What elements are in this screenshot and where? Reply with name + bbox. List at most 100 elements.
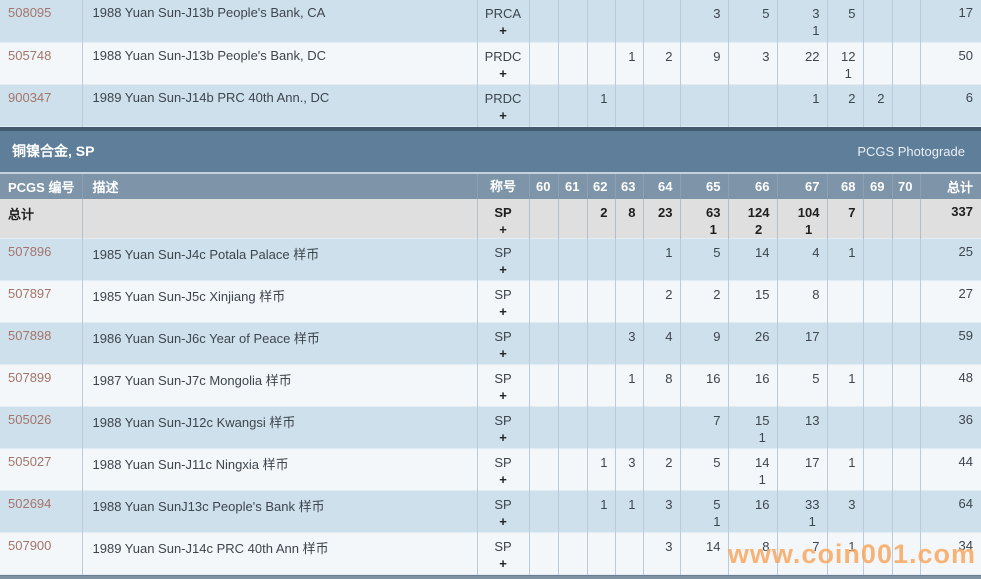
designation-plus-label: +: [499, 65, 507, 81]
grade-65-count-cell: 2: [679, 280, 728, 322]
column-header-grade-67: 67: [776, 173, 827, 199]
grade-68-count-cell: [826, 406, 863, 448]
row-total-cell: 27: [919, 280, 981, 322]
section-divider: [0, 126, 981, 131]
grade-67-count-cell: 8: [776, 280, 827, 322]
grade-69-count-cell: [862, 364, 892, 406]
grade-63-count-cell: 1: [614, 42, 643, 84]
pcgs-number-cell: 505027: [0, 448, 82, 490]
pcgs-number-cell: 900347: [0, 84, 82, 126]
grade-69-count-cell: [862, 406, 892, 448]
designation-label: PRDC: [484, 48, 522, 64]
row-total-cell: 44: [919, 448, 981, 490]
pcgs-number-link[interactable]: 508095: [8, 5, 52, 20]
designation-label: SP: [494, 244, 512, 260]
coin-description: 1985 Yuan Sun-J5c Xinjiang 样币: [81, 280, 477, 322]
grade-64-count-cell: 4: [642, 322, 680, 364]
grade-63-count-cell: [614, 280, 643, 322]
grade-65-count-cell: 9: [679, 42, 728, 84]
coin-description: 1985 Yuan Sun-J4c Potala Palace 样币: [81, 238, 477, 280]
grade-68-count-cell: 1: [826, 238, 863, 280]
pcgs-number-link[interactable]: 505026: [8, 411, 52, 427]
grade-63-count-cell: 1: [614, 490, 643, 532]
photograde-link[interactable]: PCGS Photograde: [857, 143, 965, 159]
column-header-grade-69: 69: [862, 173, 892, 199]
pcgs-number-cell: 507897: [0, 280, 82, 322]
designation-cell: SP +: [476, 490, 529, 532]
pcgs-number-cell: 505748: [0, 42, 82, 84]
column-header-grade-60: 60: [528, 173, 558, 199]
coin-description: 1988 Yuan SunJ13c People's Bank 样币: [81, 490, 477, 532]
grade-69-count-cell: [862, 0, 892, 42]
section-header-bar: 铜镍合金, SP PCGS Photograde: [0, 130, 981, 174]
designation-plus-label: +: [499, 345, 507, 361]
grade-62-count-cell: [586, 0, 615, 42]
grade-70-count-cell: [891, 42, 920, 84]
pcgs-number-link[interactable]: 507896: [8, 243, 52, 259]
grade-61-count-cell: [557, 280, 587, 322]
designation-cell: SP +: [476, 238, 529, 280]
grade-62-count-cell: 1: [586, 448, 615, 490]
grade-63-count-cell: 3: [614, 448, 643, 490]
grade-64-count-cell: 3: [642, 490, 680, 532]
pcgs-number-link[interactable]: 507899: [8, 369, 52, 385]
grade-70-count-cell: [891, 280, 920, 322]
pcgs-number-link[interactable]: 505748: [8, 47, 52, 63]
grade-68-count-cell: 1: [826, 448, 863, 490]
designation-label: PRDC: [484, 90, 522, 106]
grade-68-count-cell: [826, 322, 863, 364]
pop-table-row: 507898 1986 Yuan Sun-J6c Year of Peace 样币…: [0, 322, 981, 364]
grade-69-count-cell: [862, 532, 892, 574]
pcgs-number-cell: 507896: [0, 238, 82, 280]
designation-label: SP: [494, 412, 512, 428]
grade-62-count-cell: 2: [586, 198, 615, 238]
column-header-grade-64: 64: [642, 173, 680, 199]
grade-68-count-cell: 1: [826, 364, 863, 406]
designation-cell: SP +: [476, 198, 529, 238]
pcgs-number-link[interactable]: 507897: [8, 285, 52, 301]
grade-66-count-cell: 15: [727, 280, 777, 322]
grade-64-count-cell: 2: [642, 280, 680, 322]
grade-63-count-cell: [614, 84, 643, 126]
grade-64-count-cell: [642, 406, 680, 448]
designation-label: PRCA: [484, 6, 522, 21]
grade-63-count-cell: 1: [614, 364, 643, 406]
pcgs-number-link[interactable]: 900347: [8, 89, 52, 105]
grade-69-count-cell: [862, 490, 892, 532]
grade-60-count-cell: [528, 198, 558, 238]
grade-66-count-cell: 26: [727, 322, 777, 364]
grade-62-count-cell: [586, 532, 615, 574]
grade-65-count-cell: 7: [679, 406, 728, 448]
pcgs-number-link[interactable]: 507898: [8, 327, 52, 343]
grade-62-count-cell: [586, 280, 615, 322]
grade-63-count-cell: [614, 532, 643, 574]
grade-70-count-cell: [891, 448, 920, 490]
pop-table-row: 507897 1985 Yuan Sun-J5c Xinjiang 样币 SP +2 2…: [0, 280, 981, 322]
designation-cell: SP +: [476, 532, 529, 574]
pcgs-number-link[interactable]: 505027: [8, 453, 52, 469]
grade-69-count-cell: [862, 42, 892, 84]
grade-61-count-cell: [557, 532, 587, 574]
grade-63-count-cell: [614, 238, 643, 280]
coin-description: 1987 Yuan Sun-J7c Mongolia 样币: [81, 364, 477, 406]
grade-66-count-cell: 15 1: [727, 406, 777, 448]
grade-70-count-cell: [891, 0, 920, 42]
pop-table-row: 508095 1988 Yuan Sun-J13b People's Bank, …: [0, 0, 981, 42]
coin-description: 1989 Yuan Sun-J14b PRC 40th Ann., DC: [81, 84, 477, 126]
grade-69-count-cell: [862, 238, 892, 280]
coin-description: 1988 Yuan Sun-J11c Ningxia 样币: [81, 448, 477, 490]
grade-66-count-cell: 16: [727, 364, 777, 406]
pop-table-row: 505026 1988 Yuan Sun-J12c Kwangsi 样币 SP +7 1…: [0, 406, 981, 448]
column-header-grade-70: 70: [891, 173, 920, 199]
grade-63-count-cell: [614, 406, 643, 448]
grade-67-count-cell: 5: [776, 364, 827, 406]
grade-64-count-cell: 2: [642, 448, 680, 490]
pcgs-number-link[interactable]: 502694: [8, 495, 52, 511]
pcgs-number-link[interactable]: 507900: [8, 537, 52, 553]
grade-61-count-cell: [557, 490, 587, 532]
designation-plus-label: +: [499, 107, 507, 123]
grade-68-count-cell: 12 1: [826, 42, 863, 84]
designation-plus-label: +: [499, 429, 507, 445]
